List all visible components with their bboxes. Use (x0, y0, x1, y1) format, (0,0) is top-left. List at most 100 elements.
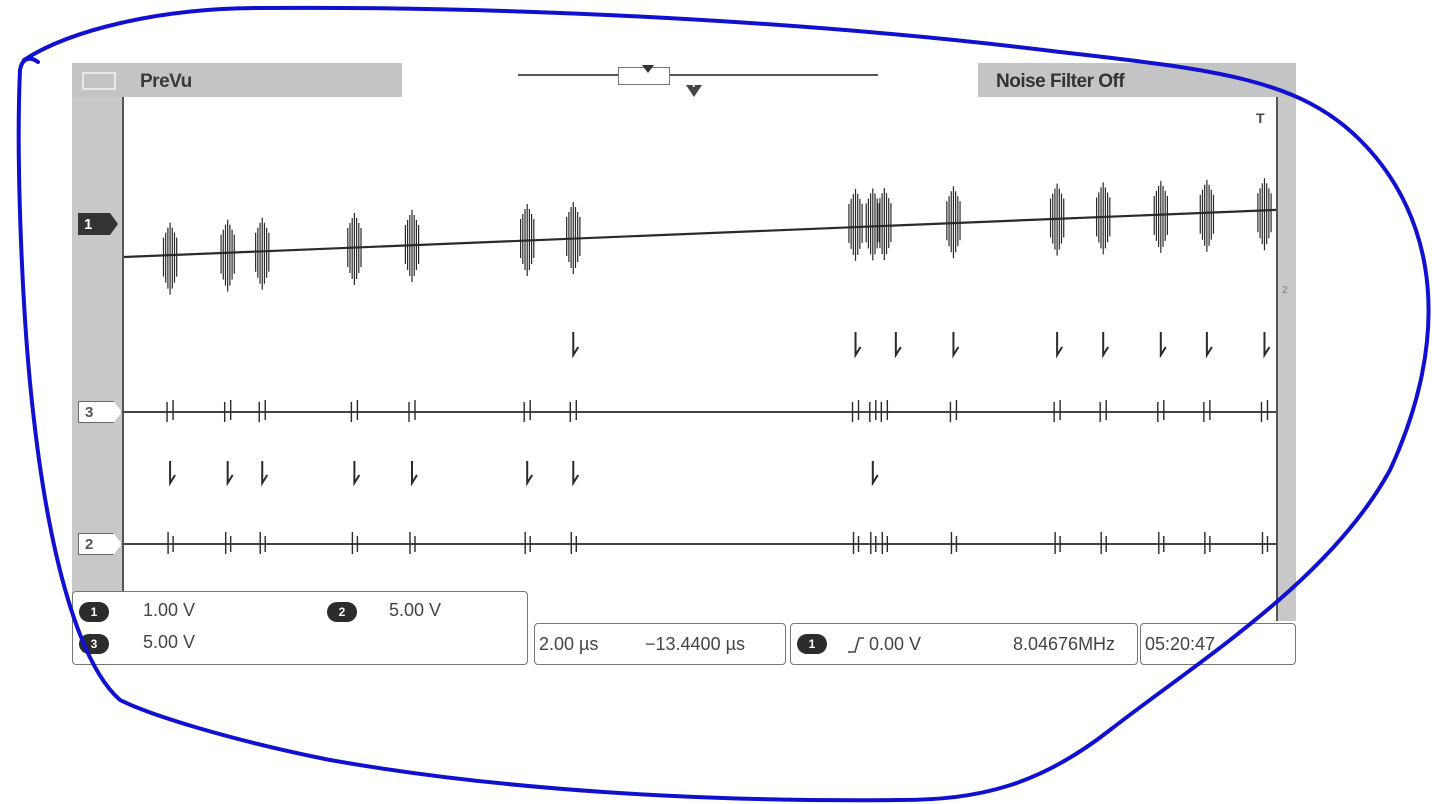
ch3-glitch-6 (569, 400, 577, 422)
ch3-badge: 3 (79, 634, 109, 654)
ch1-burst-11 (1049, 183, 1065, 256)
noise-filter-label: Noise Filter Off (996, 71, 1125, 92)
ch3-glitch-2 (258, 400, 266, 422)
ch1-burst-6 (566, 202, 581, 274)
ch3-glitch-4 (408, 400, 416, 422)
ch2-badge: 2 (327, 602, 357, 622)
ch2-glitch-9 (881, 532, 889, 554)
ch2-pulse-0 (169, 461, 176, 487)
ch3-pulse-2 (894, 332, 902, 359)
ch1-burst-7 (848, 188, 863, 261)
ch1-scale: 1.00 V (143, 600, 196, 620)
ch3-scale: 5.00 V (143, 632, 196, 652)
channel-2-marker[interactable]: 2 (78, 533, 122, 555)
ch3-pulse-7 (1205, 332, 1213, 359)
waveform-plot (122, 97, 1278, 621)
ch1-burst-12 (1096, 182, 1111, 255)
ch3-pulse-6 (1159, 332, 1167, 359)
ch3-glitch-14 (1203, 400, 1211, 422)
waveform-traces (124, 178, 1276, 554)
channel-3-marker[interactable]: 3 (78, 401, 122, 423)
ch2-glitch-0 (167, 532, 174, 554)
ch2-glitch-14 (1204, 532, 1211, 554)
ch2-pulse-3 (353, 461, 361, 487)
trigger-readout[interactable]: 1 0.00 V 8.04676MHz (790, 623, 1138, 665)
timebase-value: 2.00 µs (539, 634, 599, 654)
clock-value: 05:20:47 (1145, 634, 1216, 654)
clock-readout: 05:20:47 (1140, 623, 1296, 665)
trigger-position-label: T (690, 76, 698, 90)
noise-filter-tab[interactable]: Noise Filter Off (978, 63, 1296, 97)
vertical-scale-readout[interactable]: 1 1.00 V 2 5.00 V 3 5.00 V (72, 591, 528, 665)
ch3-pulse-1 (854, 332, 862, 359)
trigger-level-marker[interactable]: T (1256, 110, 1265, 126)
ch1-burst-10 (946, 186, 961, 259)
ch2-pulse-2 (261, 461, 269, 487)
ch3-glitch-13 (1157, 400, 1165, 422)
ch2-glitch-10 (950, 532, 958, 554)
channel-1-marker-label: 1 (84, 215, 93, 233)
acquisition-mode-label: PreVu (140, 71, 192, 92)
status-bar: PreVu Noise Filter Off (72, 63, 1296, 97)
ch2-glitch-5 (524, 532, 531, 554)
ch1-burst-9 (877, 188, 892, 261)
ch1-badge: 1 (79, 602, 109, 622)
ch1-burst-3 (347, 213, 362, 285)
frequency-value: 8.04676MHz (1013, 634, 1116, 654)
ch3-pulse-8 (1263, 332, 1271, 359)
ch1-burst-2 (255, 217, 270, 290)
ch3-glitch-5 (523, 400, 531, 422)
ch3-glitch-1 (223, 400, 232, 422)
ch2-glitch-11 (1054, 532, 1061, 554)
ch2-pulse-4 (411, 461, 418, 487)
trigger-point-icon (642, 65, 654, 73)
ch2-glitch-12 (1100, 532, 1107, 554)
ch2-pulse-6 (572, 461, 580, 487)
horizontal-position-value: −13.4400 µs (645, 634, 745, 654)
ch3-pulse-0 (572, 332, 580, 359)
ch1-burst-13 (1153, 180, 1168, 253)
ch2-glitch-2 (259, 532, 266, 554)
ch1-burst-14 (1199, 179, 1215, 252)
ch2-glitch-13 (1158, 532, 1165, 554)
ch2-glitch-15 (1261, 532, 1269, 554)
ch3-pulse-5 (1102, 332, 1110, 359)
ch2-pulse-5 (526, 461, 534, 487)
horizontal-readout[interactable]: 2.00 µs −13.4400 µs (534, 623, 786, 665)
menu-icon[interactable] (82, 72, 116, 90)
ch2-glitch-1 (224, 532, 232, 554)
ch2-scale: 5.00 V (389, 600, 442, 620)
ch3-glitch-9 (880, 400, 889, 422)
ch3-glitch-7 (851, 400, 860, 422)
ch1-burst-0 (162, 222, 178, 295)
ch3-glitch-12 (1099, 400, 1107, 422)
right-tick-label: 2 (1282, 285, 1288, 296)
ch3-glitch-8 (869, 400, 877, 422)
ch1-burst-1 (220, 219, 235, 292)
ch1-burst-5 (520, 204, 535, 276)
right-gutter (1278, 97, 1296, 621)
ch2-glitch-6 (570, 532, 577, 554)
ch3-glitch-10 (949, 400, 958, 422)
ch3-pulse-4 (1056, 332, 1063, 359)
ch2-glitch-8 (870, 532, 877, 554)
ch3-pulse-3 (952, 332, 960, 359)
channel-3-marker-label: 3 (85, 403, 94, 421)
rising-edge-icon (848, 637, 864, 653)
acquisition-mode-tab[interactable]: PreVu (72, 63, 402, 97)
ch2-glitch-4 (409, 532, 416, 554)
ch1-burst-15 (1257, 178, 1272, 251)
channel-2-marker-label: 2 (85, 535, 94, 553)
ch2-glitch-3 (351, 532, 359, 554)
ch2-pulse-1 (226, 461, 234, 487)
ch3-glitch-3 (350, 400, 359, 422)
oscilloscope-display: PreVu Noise Filter Off T T 2 1 3 2 1 1.0… (72, 63, 1296, 665)
ch3-glitch-11 (1053, 400, 1061, 422)
ch2-glitch-7 (852, 532, 860, 554)
ch3-glitch-0 (166, 400, 174, 422)
channel-1-marker[interactable]: 1 (78, 213, 118, 235)
ch2-pulse-7 (871, 461, 879, 487)
trigger-source-badge: 1 (797, 634, 827, 654)
ch3-glitch-15 (1260, 400, 1269, 422)
ch1-burst-4 (404, 210, 420, 282)
